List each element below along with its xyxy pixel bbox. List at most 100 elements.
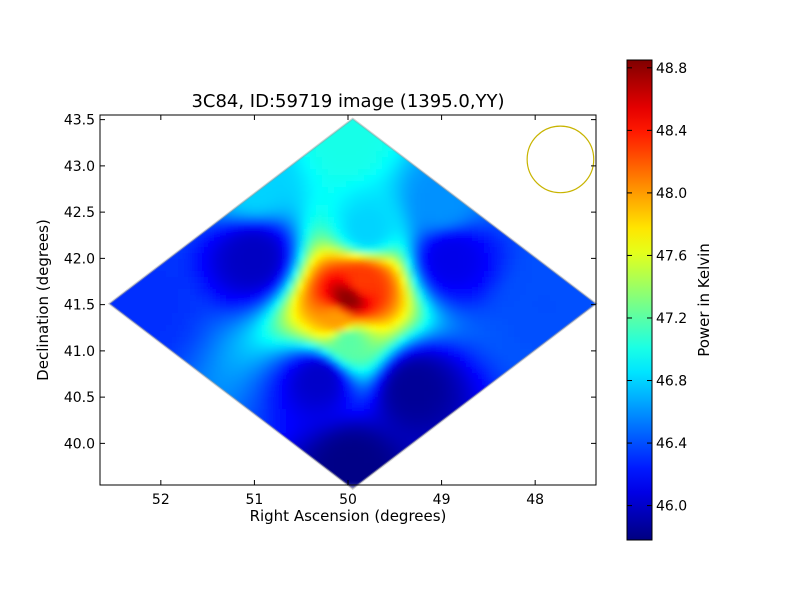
heatmap-cell [472,373,479,380]
heatmap-cell [340,307,347,314]
heatmap-cell [352,457,359,464]
heatmap-cell [400,331,407,338]
heatmap-cell [256,391,263,398]
heatmap-cell [286,217,293,224]
heatmap-cell [310,409,317,416]
heatmap-cell [208,271,215,278]
heatmap-cell [334,331,341,338]
heatmap-cell [208,373,215,380]
heatmap-cell [292,277,299,284]
heatmap-cell [286,373,293,380]
heatmap-cell [190,325,197,332]
heatmap-cell [388,181,395,188]
heatmap-cell [346,289,353,296]
heatmap-cell [172,295,179,302]
heatmap-cell [544,271,551,278]
heatmap-cell [538,265,545,272]
heatmap-cell [202,277,209,284]
heatmap-cell [466,385,473,392]
heatmap-cell [376,445,383,452]
heatmap-cell [190,259,197,266]
heatmap-cell [280,343,287,350]
heatmap-cell [280,337,287,344]
heatmap-cell [532,283,539,290]
heatmap-cell [502,367,509,374]
heatmap-cell [208,265,215,272]
heatmap-cell [214,331,221,338]
heatmap-cell [370,223,377,230]
heatmap-cell [292,325,299,332]
heatmap-cell [502,349,509,356]
heatmap-cell [574,301,581,308]
heatmap-cell [484,367,491,374]
heatmap-cell [370,307,377,314]
heatmap-cell [250,403,257,410]
heatmap-cell [388,367,395,374]
heatmap-cell [334,139,341,146]
heatmap-cell [322,385,329,392]
heatmap-cell [322,295,329,302]
heatmap-cell [220,349,227,356]
heatmap-cell [460,373,467,380]
heatmap-cell [352,373,359,380]
heatmap-cell [358,343,365,350]
heatmap-cell [472,349,479,356]
heatmap-cell [532,325,539,332]
heatmap-cell [184,319,191,326]
heatmap-cell [460,379,467,386]
heatmap-cell [268,415,275,422]
heatmap-cell [448,217,455,224]
heatmap-cell [382,187,389,194]
heatmap-cell [418,379,425,386]
heatmap-cell [424,277,431,284]
heatmap-cell [256,277,263,284]
heatmap-cell [238,397,245,404]
heatmap-cell [298,199,305,206]
heatmap-cell [370,367,377,374]
heatmap-cell [328,139,335,146]
heatmap-cell [466,277,473,284]
heatmap-cell [322,343,329,350]
heatmap-cell [298,391,305,398]
heatmap-cell [304,385,311,392]
heatmap-cell [400,403,407,410]
heatmap-cell [388,319,395,326]
heatmap-cell [484,307,491,314]
heatmap-cell [370,445,377,452]
heatmap-cell [226,331,233,338]
heatmap-cell [316,397,323,404]
heatmap-cell [424,217,431,224]
heatmap-cell [388,361,395,368]
heatmap-cell [406,241,413,248]
heatmap-cell [250,331,257,338]
heatmap-cell [262,271,269,278]
heatmap-cell [454,319,461,326]
heatmap-cell [364,229,371,236]
heatmap-cell [352,367,359,374]
heatmap-cell [478,229,485,236]
heatmap-cell [190,271,197,278]
heatmap-cell [298,235,305,242]
heatmap-cell [328,463,335,470]
heatmap-cell [202,319,209,326]
heatmap-cell [250,289,257,296]
heatmap-cell [412,409,419,416]
heatmap-cell [358,139,365,146]
heatmap-cell [316,343,323,350]
heatmap-cell [334,379,341,386]
heatmap-cell [424,343,431,350]
heatmap-cell [268,325,275,332]
heatmap-cell [226,385,233,392]
heatmap-cell [412,169,419,176]
heatmap-cell [514,265,521,272]
heatmap-cell [376,421,383,428]
heatmap-cell [430,409,437,416]
heatmap-cell [364,463,371,470]
heatmap-cell [544,313,551,320]
heatmap-cell [304,409,311,416]
heatmap-cell [208,277,215,284]
heatmap-cell [292,349,299,356]
heatmap-cell [208,325,215,332]
heatmap-cell [274,193,281,200]
heatmap-cell [424,403,431,410]
